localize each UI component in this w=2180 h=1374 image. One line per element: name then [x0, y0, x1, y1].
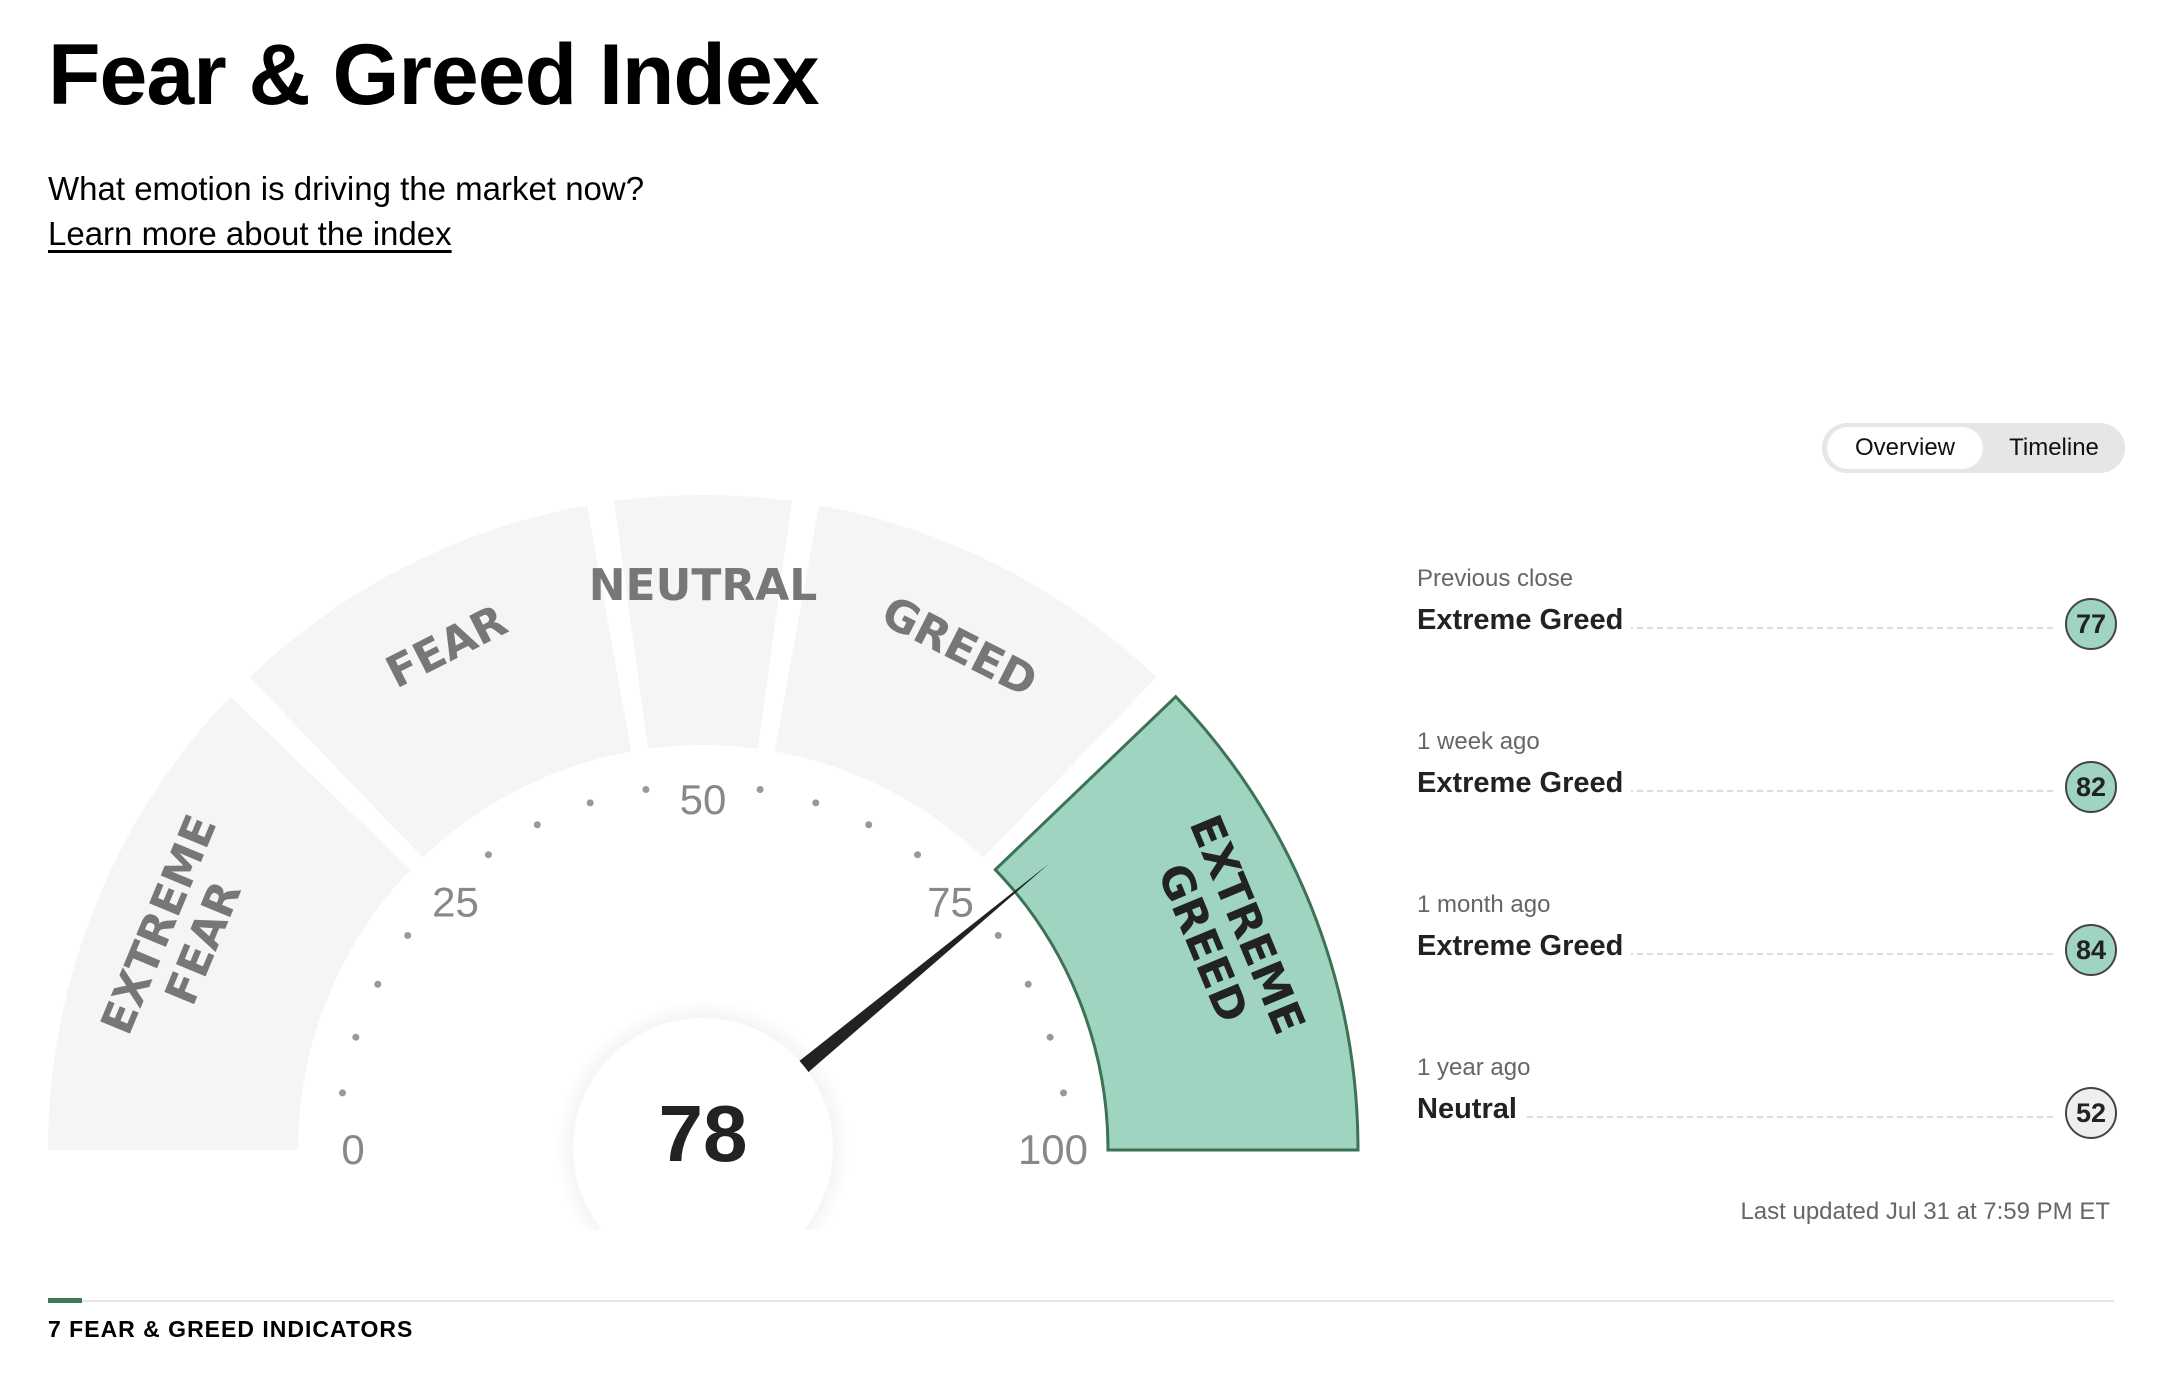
history-dotted-leader — [1417, 790, 2053, 792]
indicators-heading[interactable]: 7 FEAR & GREED INDICATORS — [48, 1316, 414, 1342]
gauge-segment-greed — [774, 505, 1157, 858]
history-rating: Extreme Greed — [1417, 603, 1632, 638]
history-period-label: 1 year ago — [1417, 1054, 1531, 1081]
history-score-badge: 82 — [2065, 761, 2117, 813]
gauge-segment-extreme-greed — [993, 694, 1360, 1152]
history-dotted-leader — [1417, 953, 2053, 955]
gauge-tick-label: 0 — [341, 1126, 364, 1173]
gauge-dot — [1024, 980, 1032, 988]
gauge-tick-label: 100 — [1018, 1126, 1088, 1173]
gauge-dot — [484, 851, 492, 859]
history-dotted-leader — [1417, 627, 2053, 629]
page-title: Fear & Greed Index — [48, 27, 820, 123]
history-score-badge: 84 — [2065, 924, 2117, 976]
history-period-label: 1 week ago — [1417, 728, 1540, 755]
gauge-dot — [352, 1033, 360, 1041]
gauge-label-neutral: NEUTRAL — [589, 560, 818, 611]
history-rating: Extreme Greed — [1417, 929, 1632, 964]
gauge-dot — [914, 851, 922, 859]
history-row: Previous close Extreme Greed 77 — [1417, 565, 2117, 685]
overview-tab[interactable]: Overview — [1827, 427, 1983, 469]
gauge-dot — [756, 785, 764, 793]
gauge-dot — [586, 799, 594, 807]
gauge-dot — [994, 931, 1002, 939]
history-row: 1 month ago Extreme Greed 84 — [1417, 891, 2117, 1011]
gauge-tick-label: 75 — [927, 879, 974, 926]
view-toggle: Overview Timeline — [1822, 423, 2125, 473]
history-score-badge: 77 — [2065, 598, 2117, 650]
gauge-segment-extreme-fear — [48, 696, 411, 1150]
gauge-dot — [812, 799, 820, 807]
history-row: 1 week ago Extreme Greed 82 — [1417, 728, 2117, 848]
gauge-tick-label: 50 — [680, 776, 727, 823]
gauge-dot — [338, 1089, 346, 1097]
history-dotted-leader — [1417, 1116, 2053, 1118]
gauge-dot — [865, 821, 873, 829]
gauge-dot — [642, 785, 650, 793]
history-score-badge: 52 — [2065, 1087, 2117, 1139]
timeline-tab[interactable]: Timeline — [2009, 434, 2099, 461]
gauge-dot — [404, 931, 412, 939]
gauge-needle — [766, 863, 1050, 1100]
page-subtitle: What emotion is driving the market now? — [48, 170, 645, 207]
gauge-dot — [374, 980, 382, 988]
gauge-dot — [1060, 1089, 1068, 1097]
learn-more-link[interactable]: Learn more about the index — [48, 215, 452, 252]
gauge-dot — [1046, 1033, 1054, 1041]
history-period-label: 1 month ago — [1417, 891, 1551, 918]
section-divider-accent — [48, 1298, 82, 1303]
last-updated: Last updated Jul 31 at 7:59 PM ET — [1740, 1198, 2110, 1225]
history-rating: Extreme Greed — [1417, 766, 1632, 801]
history-period-label: Previous close — [1417, 565, 1574, 592]
gauge-segment-fear — [249, 505, 632, 858]
section-divider — [48, 1300, 2114, 1302]
gauge-hub — [573, 1018, 833, 1230]
gauge-tick-label: 25 — [432, 879, 479, 926]
history-row: 1 year ago Neutral 52 — [1417, 1054, 2117, 1174]
gauge-value: 78 — [659, 1089, 748, 1178]
gauge-chart: EXTREMEFEARFEARNEUTRALGREEDEXTREMEGREED … — [48, 494, 1360, 1230]
history-rating: Neutral — [1417, 1092, 1525, 1127]
gauge-segment-neutral — [614, 494, 792, 749]
gauge-dot — [533, 821, 541, 829]
